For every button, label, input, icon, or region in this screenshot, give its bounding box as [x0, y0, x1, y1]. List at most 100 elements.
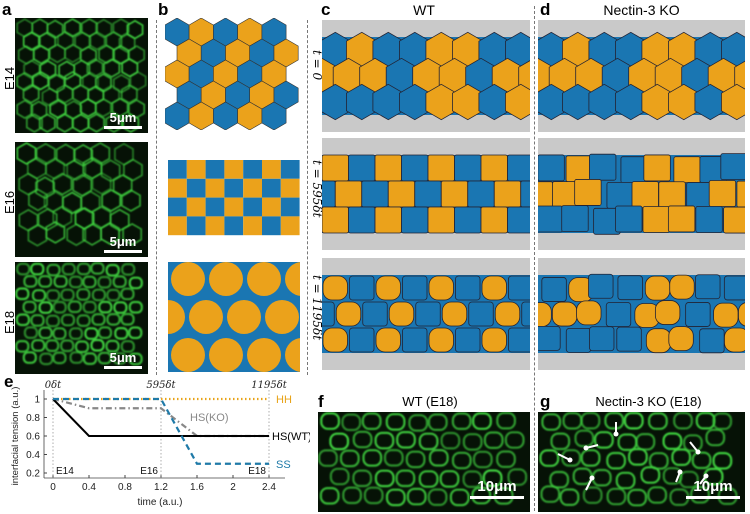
square-cell [280, 160, 300, 179]
cell-membrane [16, 262, 31, 276]
square-cell [186, 197, 206, 217]
cell-membrane [580, 449, 601, 467]
cell-membrane [128, 300, 143, 314]
square-cell [322, 154, 349, 182]
panel-c-title: WT [413, 2, 435, 18]
cell-membrane [121, 262, 136, 276]
cell-membrane [451, 451, 472, 470]
square-cell [186, 216, 206, 236]
rounded-cell [541, 277, 567, 302]
square-cell [348, 206, 376, 234]
panel-e-label: e [4, 372, 14, 391]
cell-membrane [105, 113, 123, 133]
cell-membrane [106, 312, 121, 326]
square-cell [280, 216, 300, 236]
cell-membrane [318, 449, 338, 467]
x-tick-label: 2.4 [262, 482, 276, 493]
cell-membranes [16, 18, 147, 133]
cell-membrane [691, 451, 712, 470]
rounded-cell [724, 327, 745, 353]
square-cell [642, 206, 670, 233]
cell-membrane [31, 289, 47, 302]
square-cell [561, 205, 589, 233]
square-cell [186, 160, 206, 179]
square-cell [643, 154, 671, 182]
cell-membrane [539, 449, 560, 467]
rounded-cell [576, 300, 602, 326]
cell-membrane [22, 300, 37, 314]
cell-membrane [23, 326, 38, 340]
cell-membrane [427, 488, 448, 506]
square-cell [720, 153, 745, 181]
cell-membrane [112, 352, 127, 365]
cell-membrane [60, 288, 75, 302]
micrograph-ko-e18 [538, 412, 745, 512]
x-tick-label: 1.6 [190, 482, 204, 493]
rounded-cell [441, 301, 468, 327]
cell-membrane [90, 262, 105, 275]
cell-membrane [395, 469, 416, 488]
square-cell [480, 206, 508, 234]
square-cell [243, 216, 262, 236]
cell-membrane [69, 351, 84, 364]
cell-membrane [647, 412, 668, 430]
cell-membrane [111, 97, 129, 118]
series-label: HS(WT) [272, 431, 310, 443]
cell-membrane [68, 275, 83, 289]
square-cell [224, 216, 244, 236]
square-cell [507, 154, 530, 182]
cell-membrane [483, 431, 504, 449]
cell-membrane [97, 275, 112, 289]
cell-membrane [112, 275, 127, 288]
panel-g-title: Nectin-3 KO (E18) [595, 394, 702, 409]
cell-membrane [45, 339, 60, 353]
cell-membrane [16, 142, 37, 165]
cell-membrane [418, 470, 439, 488]
square-cell [243, 178, 262, 198]
scale-text: 10μm [693, 478, 733, 495]
square-cell [168, 178, 187, 198]
rounded-cell [468, 301, 494, 327]
cell-membrane [496, 412, 516, 430]
hexagonal-pattern-diagram [165, 18, 299, 130]
rounded-cell [617, 275, 643, 301]
square-cell [667, 205, 696, 233]
cell-membrane [97, 351, 112, 365]
cell-membrane [82, 352, 98, 366]
cell-membrane [64, 43, 81, 64]
series-line-hswt [52, 398, 269, 437]
cell-membrane [122, 222, 142, 246]
square-cell [348, 154, 376, 182]
square-cell [205, 160, 225, 179]
cell-membrane [128, 276, 143, 290]
square-cell [205, 178, 225, 198]
rounded-cell [362, 301, 388, 327]
square-cell [243, 160, 262, 179]
cell-membrane [550, 432, 571, 451]
cell-membrane [60, 339, 75, 353]
stage-label: E14 [56, 466, 74, 477]
square-cell [736, 180, 745, 208]
cell-membrane [105, 263, 120, 277]
cell-membrane [91, 288, 107, 302]
cell-membrane [26, 113, 43, 133]
square-cell [440, 180, 469, 208]
cell-membrane [648, 452, 669, 470]
square-cell [658, 181, 686, 209]
square-cell [224, 178, 244, 198]
stage-label: E18 [248, 466, 266, 477]
cell-membrane [493, 487, 514, 505]
stage-label-e14: E14 [2, 66, 17, 90]
cell-membrane [472, 412, 492, 430]
square-cell [695, 206, 723, 233]
cell-membrane [22, 84, 40, 104]
cell-membrane [105, 339, 120, 353]
sim-ko-t1195 [538, 258, 745, 370]
cell-membrane [91, 171, 112, 195]
rounded-cell [565, 327, 592, 353]
rounded-cell [589, 326, 615, 352]
square-cell [427, 154, 455, 182]
cell-membrane [320, 412, 341, 430]
y-tick-label: 1 [34, 395, 40, 406]
micrograph-wt-e18 [318, 412, 530, 512]
